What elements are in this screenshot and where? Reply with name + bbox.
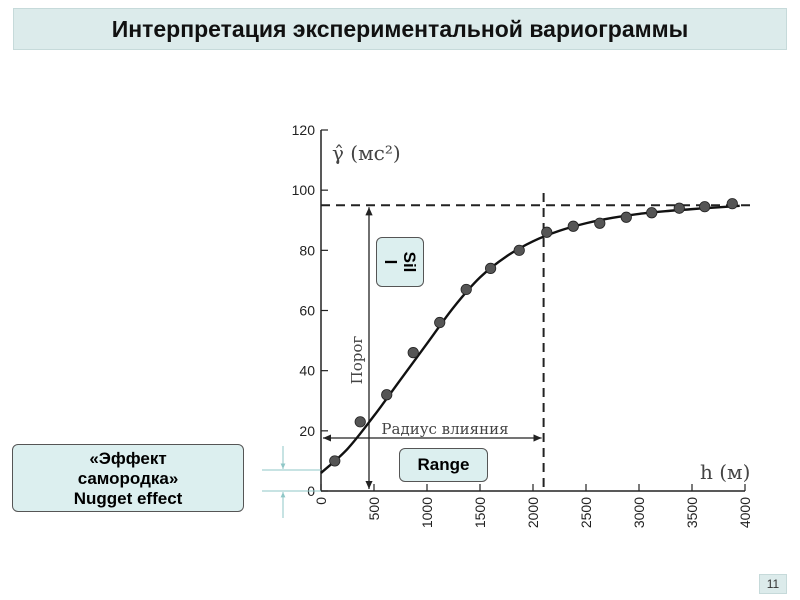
data-point [484, 262, 497, 274]
x-tick-label: 0 [313, 497, 329, 505]
data-point [541, 226, 553, 238]
y-tick-label: 120 [292, 122, 316, 138]
data-point [646, 207, 658, 219]
data-point [567, 220, 579, 232]
page-number: 11 [759, 574, 787, 594]
data-point [434, 316, 446, 329]
nugget-callout-line3: Nugget effect [73, 489, 183, 508]
x-tick-label: 4000 [737, 497, 753, 528]
nugget-effect-callout: «Эффект самородка» Nugget effect [12, 444, 244, 512]
x-axis-label: h (м) [700, 460, 750, 484]
y-tick-label: 80 [299, 242, 315, 258]
nugget-callout-line2: самородка» [77, 469, 179, 488]
data-point [460, 283, 472, 296]
x-tick-label: 3500 [684, 497, 700, 528]
data-point [726, 198, 738, 210]
data-point [381, 389, 393, 401]
fitted-variogram-curve [320, 204, 740, 474]
x-tick-label: 2000 [525, 497, 541, 528]
y-axis-label: γ̂ (мс²) [332, 141, 401, 165]
y-tick-label: 40 [299, 363, 315, 379]
sill-annotation: Порог [348, 336, 366, 385]
x-tick-label: 1000 [419, 497, 435, 528]
data-point [699, 201, 711, 213]
sill-callout-line2: l [381, 259, 400, 265]
page-title: Интерпретация экспериментальной вариогра… [111, 16, 689, 42]
y-tick-label: 20 [299, 423, 315, 439]
y-tick-label: 60 [299, 303, 315, 319]
x-tick-label: 2500 [578, 497, 594, 528]
x-tick-label: 3000 [631, 497, 647, 528]
y-tick-label: 100 [292, 182, 316, 198]
title-bar: Интерпретация экспериментальной вариогра… [13, 8, 787, 50]
range-callout: Range [399, 448, 488, 482]
x-tick-label: 1500 [472, 497, 488, 528]
data-point [354, 416, 366, 428]
sill-callout-line1: Sil [400, 251, 419, 273]
data-point [594, 217, 606, 229]
data-point [513, 244, 525, 256]
x-tick-label: 500 [366, 497, 382, 521]
data-point [329, 455, 341, 467]
data-point [407, 347, 419, 359]
data-point [620, 211, 632, 223]
data-point [673, 202, 685, 214]
range-annotation: Радиус влияния [381, 420, 508, 438]
sill-callout: Sil l [376, 237, 424, 287]
nugget-callout-line1: «Эффект [89, 449, 167, 468]
